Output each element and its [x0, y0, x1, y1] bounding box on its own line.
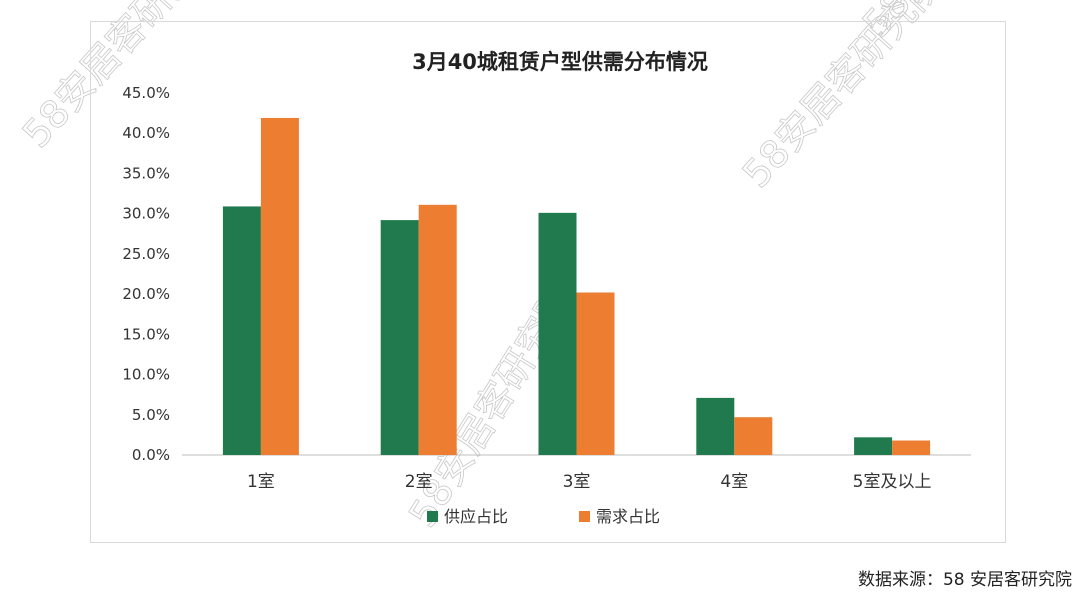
x-tick-label: 5室及以上	[853, 472, 932, 492]
bar-demand	[418, 204, 457, 455]
bar-demand	[734, 417, 773, 455]
y-tick-label: 25.0%	[122, 245, 170, 263]
chart-title: 3月40城租赁户型供需分布情况	[412, 50, 708, 74]
bars	[222, 117, 931, 455]
y-tick-label: 35.0%	[122, 164, 170, 182]
y-tick-label: 45.0%	[122, 84, 170, 102]
legend: 供应占比 需求占比	[427, 507, 660, 526]
source-note: 数据来源：58 安居客研究院	[857, 570, 1072, 590]
bar-supply	[854, 437, 893, 455]
y-axis: 0.0% 5.0% 10.0% 15.0% 20.0% 25.0% 30.0% 35.0% 40…	[122, 84, 170, 464]
y-tick-label: 15.0%	[122, 325, 170, 343]
chart-frame	[90, 21, 1006, 543]
bar-supply	[222, 206, 261, 455]
y-tick-label: 20.0%	[122, 285, 170, 303]
x-tick-label: 4室	[720, 472, 748, 492]
bar-supply	[380, 220, 419, 455]
bar-demand	[892, 440, 931, 455]
bar-supply	[538, 212, 577, 455]
x-axis: 1室 2室 3室 4室 5室及以上	[247, 472, 932, 492]
bar-demand	[576, 292, 615, 455]
legend-swatch	[427, 511, 438, 522]
watermark-text: 58安居客研究院	[734, 0, 952, 196]
legend-swatch	[579, 511, 590, 522]
bar-supply	[696, 397, 735, 455]
bar-demand	[260, 117, 299, 455]
legend-label: 供应占比	[444, 507, 508, 526]
x-tick-label: 2室	[405, 472, 433, 492]
watermark-text: 58安居客研究院	[854, 0, 1072, 46]
x-tick-label: 3室	[563, 472, 591, 492]
y-tick-label: 10.0%	[122, 366, 170, 384]
y-tick-label: 40.0%	[122, 124, 170, 142]
y-tick-label: 30.0%	[122, 205, 170, 223]
y-tick-label: 5.0%	[132, 406, 170, 424]
legend-label: 需求占比	[596, 507, 660, 526]
x-tick-label: 1室	[247, 472, 275, 492]
y-tick-label: 0.0%	[132, 446, 170, 464]
